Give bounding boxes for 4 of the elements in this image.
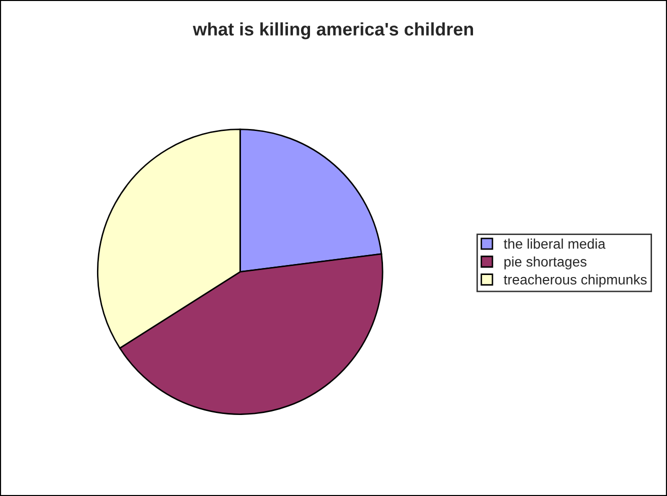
legend-label: pie shortages xyxy=(504,256,586,270)
legend-label: treacherous chipmunks xyxy=(504,274,647,288)
chart-title: what is killing america's children xyxy=(192,22,474,40)
legend-label: the liberal media xyxy=(504,238,606,249)
